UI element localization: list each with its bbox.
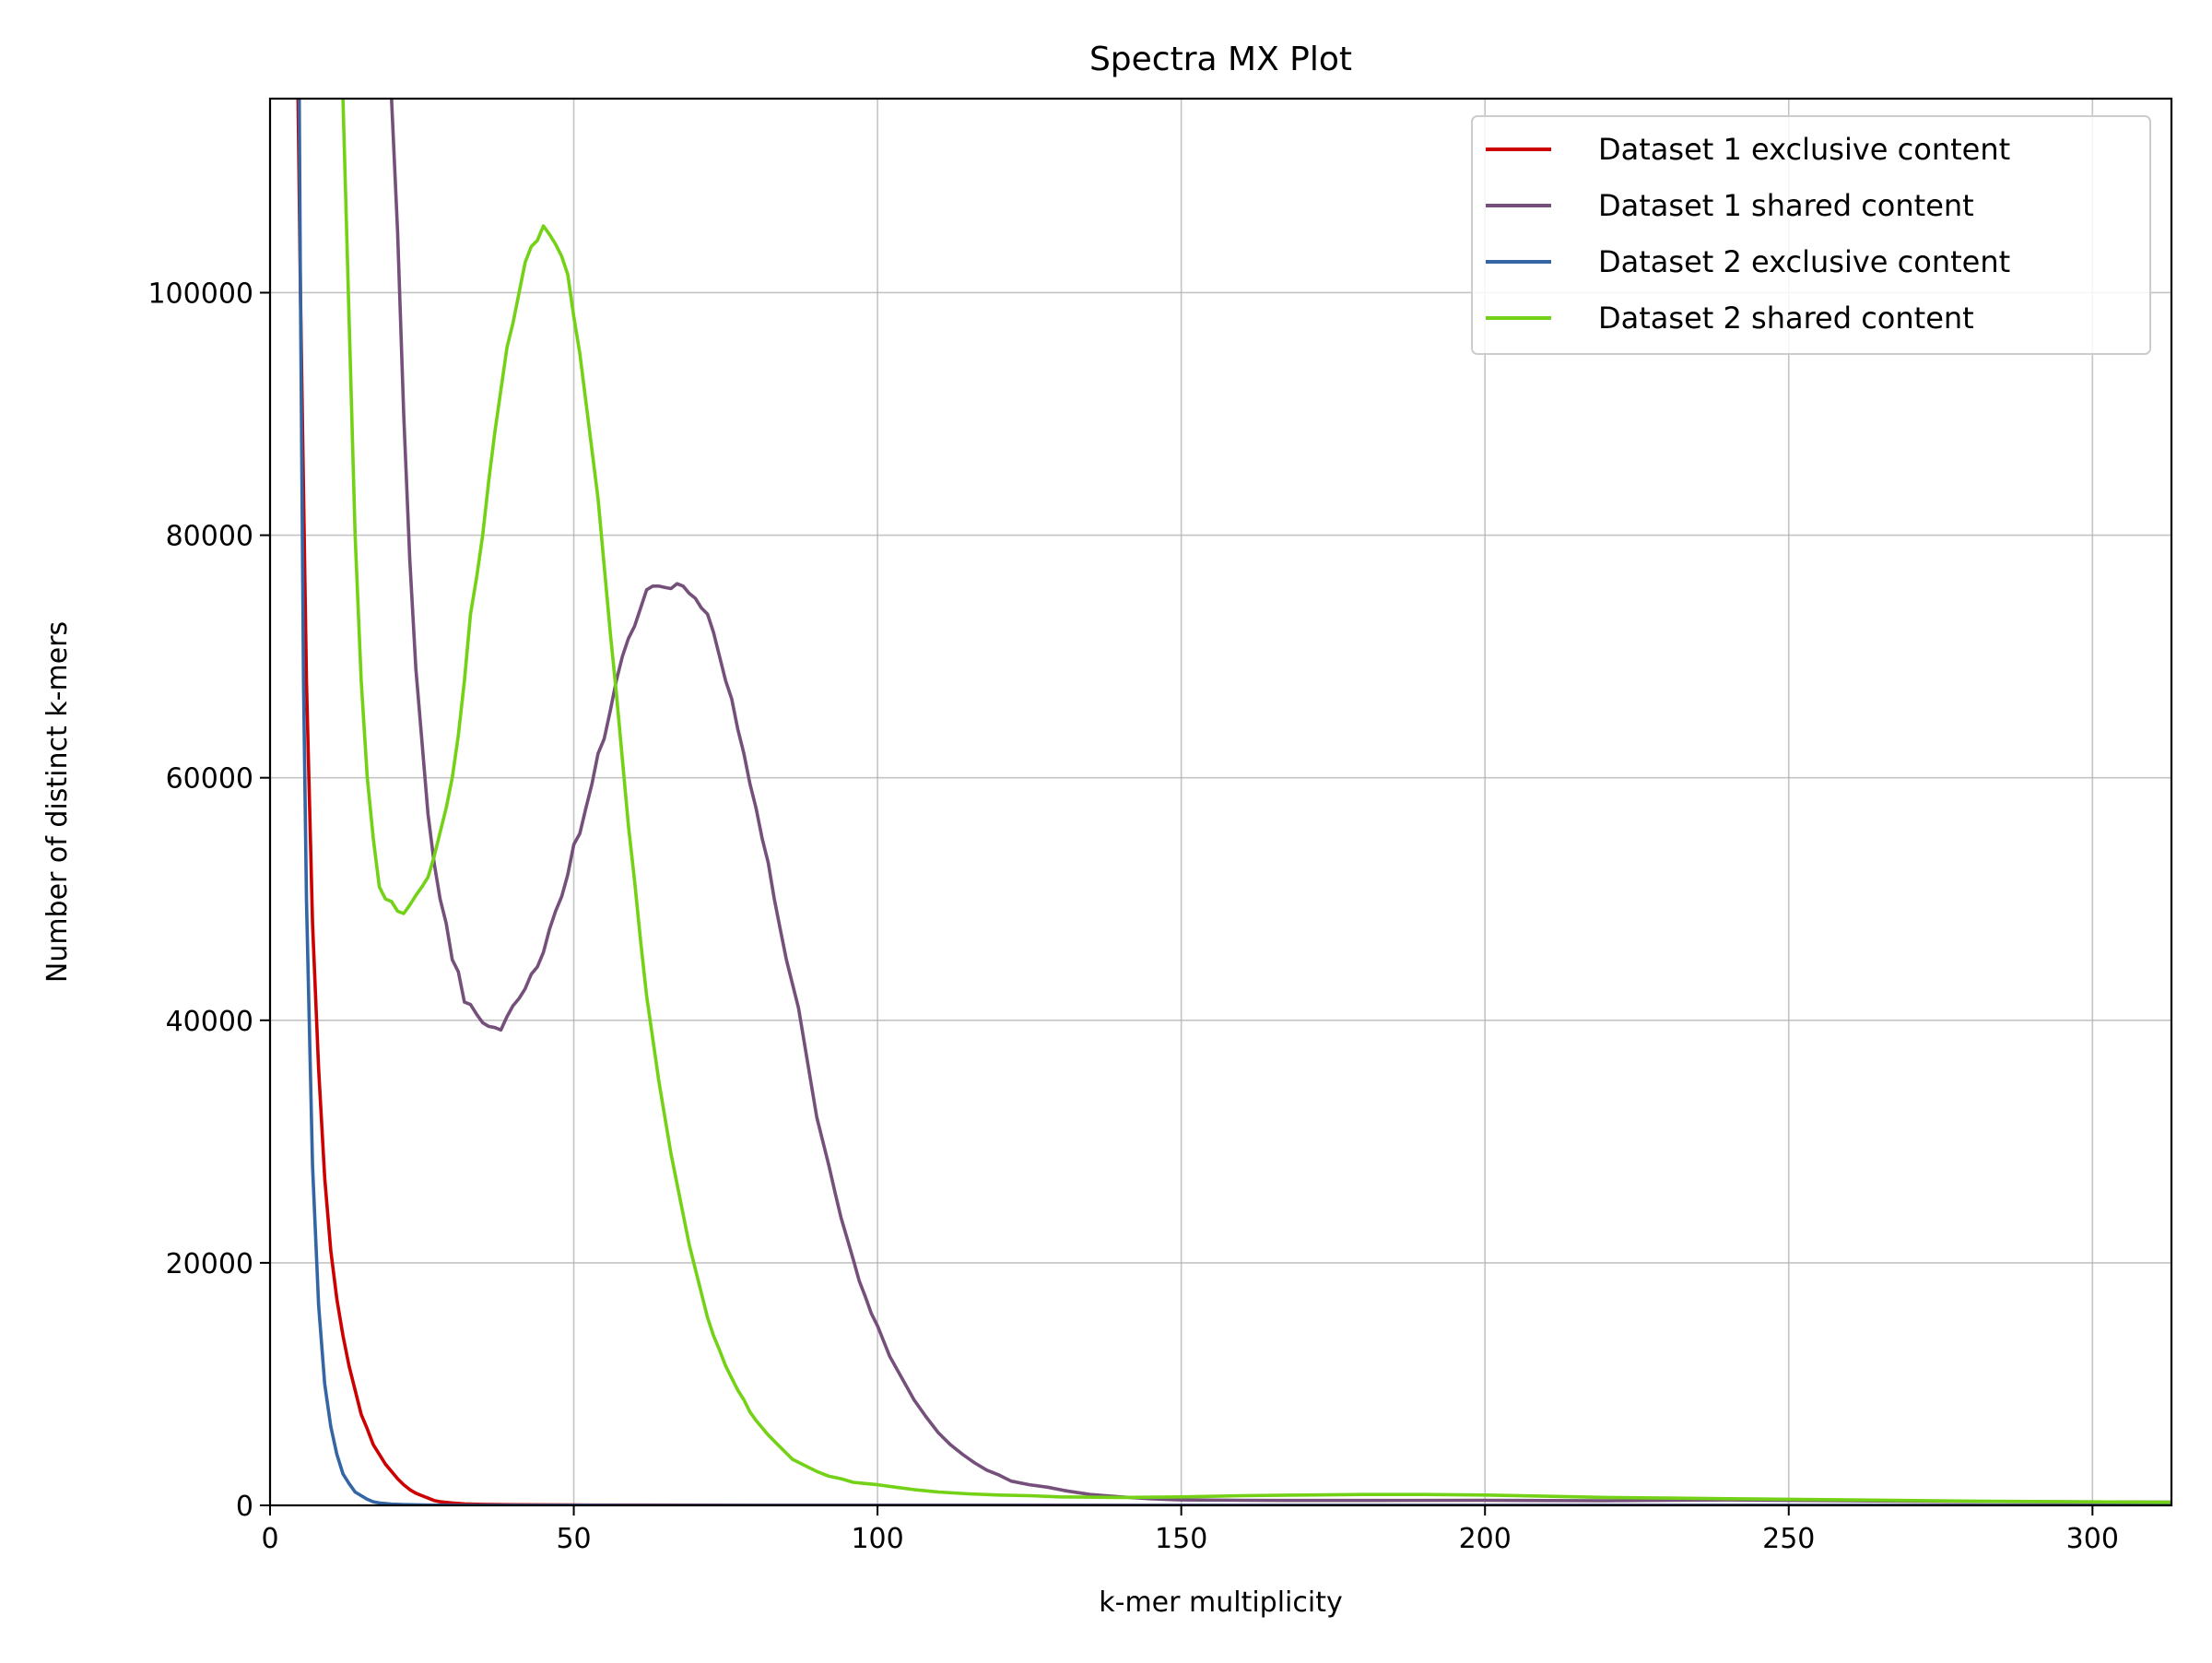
axis-ticks: 0 50 100 150 200 250 300 0 20000 40000 60000 80000 1… <box>147 277 2118 1555</box>
y-tick-label: 80000 <box>166 521 253 553</box>
legend-label-2: Dataset 1 shared content <box>1598 188 1974 223</box>
legend: Dataset 1 exclusive content Dataset 1 sha… <box>1471 115 2151 355</box>
legend-label-3: Dataset 2 exclusive content <box>1598 244 2010 279</box>
x-tick-label: 100 <box>851 1523 903 1555</box>
y-tick-label: 100000 <box>147 277 253 310</box>
y-tick-label: 0 <box>236 1491 253 1523</box>
x-tick-label: 50 <box>556 1523 591 1555</box>
chart-title: Spectra MX Plot <box>1089 41 1352 78</box>
series-line-4 <box>341 99 2171 1504</box>
y-axis-label: Number of distinct k-mers <box>41 621 74 983</box>
x-axis-label: k-mer multiplicity <box>1099 1586 1342 1619</box>
x-tick-label: 250 <box>1762 1523 1815 1555</box>
series-line-2 <box>389 99 2171 1504</box>
y-tick-label: 40000 <box>166 1006 253 1038</box>
legend-box <box>1471 115 2151 355</box>
y-tick-label: 60000 <box>166 763 253 796</box>
legend-label-1: Dataset 1 exclusive content <box>1598 132 2010 167</box>
x-tick-label: 300 <box>2066 1523 2119 1555</box>
legend-label-4: Dataset 2 shared content <box>1598 301 1974 336</box>
x-tick-label: 150 <box>1155 1523 1207 1555</box>
x-tick-label: 200 <box>1459 1523 1512 1555</box>
plot-frame <box>268 97 2173 1507</box>
y-tick-label: 20000 <box>166 1248 253 1280</box>
series-line-3 <box>297 99 2171 1505</box>
x-tick-label: 0 <box>261 1523 278 1555</box>
